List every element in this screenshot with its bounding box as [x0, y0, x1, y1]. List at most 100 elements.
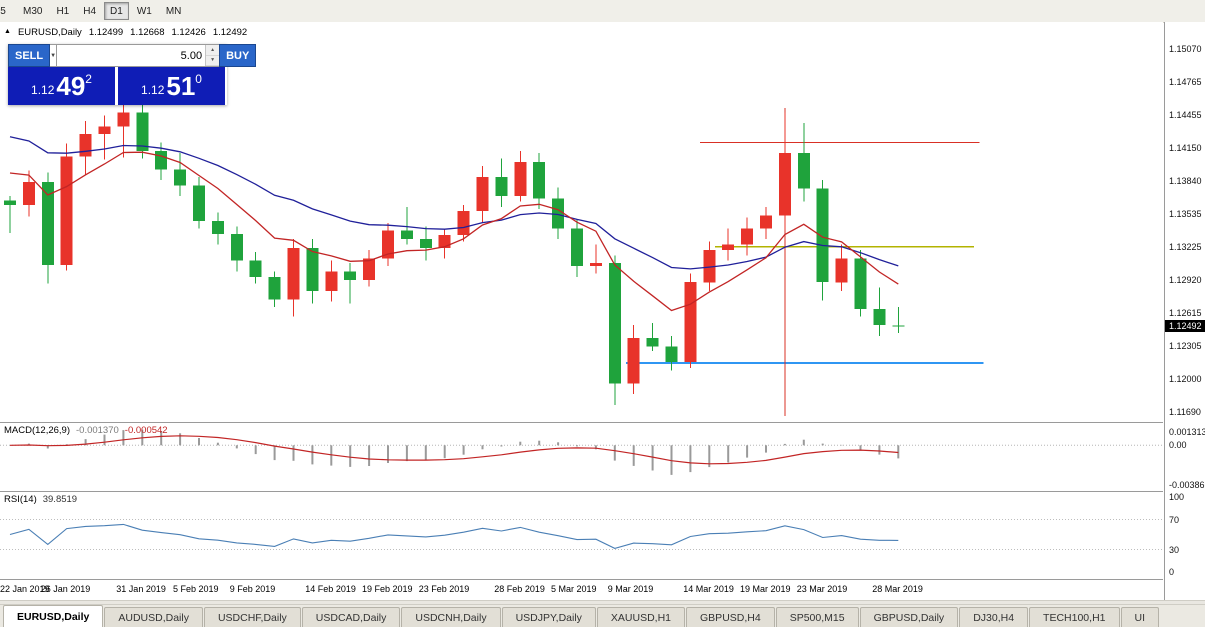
price-axis-label: 1.12000 [1169, 373, 1202, 384]
rsi-value: 39.8519 [42, 494, 78, 505]
main-price-pane[interactable]: ▲ EURUSD,Daily 1.12499 1.12668 1.12426 1… [0, 22, 1163, 423]
timeframe-button-mn[interactable]: MN [160, 2, 188, 20]
time-axis[interactable]: 22 Jan 2019 26 Jan 2019 31 Jan 2019 5 Feb 2… [0, 580, 1163, 600]
timeframe-button-w1[interactable]: W1 [131, 2, 158, 20]
candles [4, 94, 905, 405]
price-axis-label: 1.14455 [1169, 110, 1202, 120]
timeframe-button-h1[interactable]: H1 [50, 2, 75, 20]
ohlc-high: 1.12668 [130, 27, 165, 38]
price-axis-label: 1.13535 [1169, 208, 1202, 219]
timeframe-button-h4[interactable]: H4 [77, 2, 102, 20]
chart-tab-ui[interactable]: UI [1120, 607, 1159, 627]
price-axis[interactable]: 1.15070 1.14765 1.14455 1.14150 1.13840 1.135… [1164, 22, 1205, 600]
macd-main-value: -0.001370 [76, 425, 119, 436]
date-axis-label: 5 Mar 2019 [551, 584, 597, 594]
macd-signal-line [9, 435, 899, 465]
chart-tab-usdchf-daily[interactable]: USDCHF,Daily [203, 607, 301, 627]
date-axis-label: 19 Mar 2019 [740, 584, 791, 594]
one-click-trading-panel: SELL ▼ ▲ ▼ BUY 1.12492 [8, 44, 257, 105]
sell-button[interactable]: SELL [8, 44, 51, 67]
date-axis-label: 9 Feb 2019 [229, 584, 276, 594]
timeframe-button-5[interactable]: 5 [0, 2, 15, 20]
price-axis-label: 1.14150 [1169, 142, 1202, 153]
volume-decrease-button[interactable]: ▼ [206, 55, 220, 66]
date-axis-label: 5 Feb 2019 [173, 584, 219, 594]
ohlc-low: 1.12426 [171, 27, 206, 38]
macd-axis-label: -0.00386 [1169, 479, 1205, 490]
macd-histogram [27, 429, 900, 475]
macd-label: MACD(12,26,9) [4, 425, 70, 436]
rsi-axis-label: 0 [1169, 567, 1175, 577]
date-axis-label: 22 Jan 2019 [0, 584, 50, 594]
chart-tab-dj30-h4[interactable]: DJ30,H4 [959, 607, 1029, 627]
date-axis-label: 19 Feb 2019 [362, 584, 413, 594]
chart-tab-gbpusd-h4[interactable]: GBPUSD,H4 [686, 607, 775, 627]
chevron-down-icon: ▼ [50, 52, 57, 59]
chart-tab-audusd-daily[interactable]: AUDUSD,Daily [104, 607, 203, 627]
macd-header: MACD(12,26,9) -0.001370 -0.000542 [4, 425, 168, 436]
chart-tabs-bar: EURUSD,Daily AUDUSD,Daily USDCHF,Daily USDC… [0, 604, 1205, 627]
chart-horizontal-scrollbar[interactable] [0, 600, 1205, 605]
price-axis-label: 1.11690 [1169, 407, 1201, 418]
date-axis-label: 14 Mar 2019 [683, 584, 734, 594]
chart-tab-sp500-m15[interactable]: SP500,M15 [775, 607, 859, 627]
sell-price-display[interactable]: 1.12 49 2 [8, 67, 115, 105]
chart-tab-xauusd-h1[interactable]: XAUUSD,H1 [596, 607, 686, 627]
buy-price-display[interactable]: 1.12 51 0 [118, 67, 225, 105]
rsi-line [9, 523, 899, 549]
volume-input[interactable] [57, 45, 206, 66]
volume-increase-button[interactable]: ▲ [206, 45, 220, 56]
price-axis-label: 1.12305 [1169, 341, 1202, 352]
chart-tab-tech100-h1[interactable]: TECH100,H1 [1029, 607, 1120, 627]
ma-slow-line [9, 136, 899, 270]
price-axis-label: 1.12920 [1169, 275, 1202, 286]
chart-tab-usdjpy-daily[interactable]: USDJPY,Daily [501, 607, 596, 627]
volume-box: ▲ ▼ [57, 44, 220, 67]
rsi-pane[interactable]: RSI(14) 39.8519 [0, 492, 1163, 580]
trade-panel-prices: 1.12 49 2 1.12 51 0 [8, 67, 227, 105]
macd-axis-label: 0.001313 [1169, 427, 1205, 437]
chart-tab-gbpusd-daily[interactable]: GBPUSD,Daily [859, 607, 959, 627]
price-axis-label: 1.13225 [1169, 242, 1202, 253]
date-axis-label: 31 Jan 2019 [116, 584, 166, 594]
rsi-axis-label: 30 [1169, 544, 1180, 555]
chart-ohlc-header: ▲ EURUSD,Daily 1.12499 1.12668 1.12426 1… [4, 27, 247, 38]
chart-tab-usdcad-daily[interactable]: USDCAD,Daily [301, 607, 401, 627]
ohlc-close: 1.12492 [212, 27, 248, 38]
candlestick-chart[interactable] [0, 22, 1163, 422]
volume-dropdown[interactable]: ▼ [50, 44, 58, 67]
rsi-label: RSI(14) [4, 494, 37, 505]
chart-symbol-label: EURUSD,Daily [17, 27, 82, 38]
chart-tab-eurusd-daily[interactable]: EURUSD,Daily [3, 605, 104, 627]
rsi-header: RSI(14) 39.8519 [4, 494, 77, 505]
macd-indicator-chart[interactable] [0, 423, 1163, 491]
rsi-axis-label: 100 [1169, 492, 1185, 502]
rsi-indicator-chart[interactable] [0, 492, 1163, 579]
chart-tab-usdcnh-daily[interactable]: USDCNH,Daily [401, 607, 501, 627]
date-axis-label: 23 Mar 2019 [796, 584, 848, 594]
date-axis-label: 14 Feb 2019 [305, 584, 356, 594]
chart-area[interactable]: ▲ EURUSD,Daily 1.12499 1.12668 1.12426 1… [0, 22, 1163, 600]
timeframe-button-m30[interactable]: M30 [17, 2, 48, 20]
macd-pane[interactable]: MACD(12,26,9) -0.001370 -0.000542 [0, 423, 1163, 492]
macd-axis-label: 0.00 [1169, 440, 1187, 451]
date-axis-label: 9 Mar 2019 [607, 584, 654, 594]
timeframe-button-d1[interactable]: D1 [104, 2, 129, 20]
chart-shift-icon: ▲ [4, 28, 11, 35]
trade-panel-controls: SELL ▼ ▲ ▼ BUY [8, 44, 257, 67]
date-axis-label: 28 Feb 2019 [494, 584, 545, 594]
date-axis-label: 23 Feb 2019 [418, 584, 470, 594]
price-axis-label: 1.12615 [1169, 307, 1202, 318]
price-axis-label: 1.13840 [1169, 176, 1202, 187]
timeframe-toolbar: 5 M30 H1 H4 D1 W1 MN [0, 0, 1205, 23]
macd-signal-value: -0.000542 [124, 425, 168, 436]
ohlc-open: 1.12499 [88, 27, 124, 38]
buy-button[interactable]: BUY [219, 44, 257, 67]
date-axis-label: 28 Mar 2019 [872, 584, 923, 594]
price-axis-label: 1.14765 [1169, 76, 1202, 87]
current-price-tag: 1.12492 [1165, 320, 1205, 333]
price-axis-label: 1.15070 [1169, 43, 1202, 54]
rsi-axis-label: 70 [1169, 514, 1180, 525]
ma-fast-line [9, 151, 899, 312]
